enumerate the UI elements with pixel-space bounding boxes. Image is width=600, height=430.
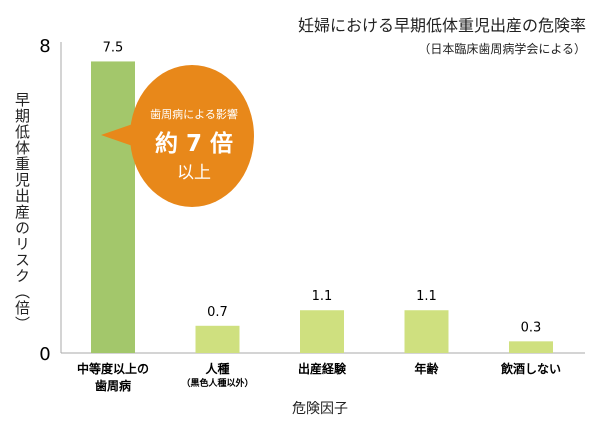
data-label: 7.5 (103, 40, 124, 55)
data-label: 1.1 (312, 289, 333, 304)
chart-title: 妊婦における早期低体重児出産の危険率 (297, 16, 586, 35)
x-tick-label: 飲酒しない (500, 361, 561, 376)
x-tick-label-line2: 歯周病 (95, 378, 131, 393)
bar (91, 61, 135, 353)
x-tick-label: 出産経験 (298, 361, 347, 376)
x-tick-label: 中等度以上の (77, 361, 149, 376)
bar (300, 310, 344, 353)
bar (195, 325, 240, 353)
data-label: 1.1 (416, 289, 437, 304)
callout-line3: 以上 (177, 163, 211, 183)
x-tick-label: 人種 (205, 361, 229, 376)
callout-bubble (130, 65, 254, 207)
y-axis-label: 早期低体重児出産のリスク（倍） (13, 92, 31, 332)
x-tick-label-line2: （黒色人種以外） (181, 377, 253, 389)
chart-subtitle: （日本臨床歯周病学会による） (418, 42, 586, 56)
x-axis-label: 危険因子 (292, 401, 348, 417)
x-tick-label: 年齢 (414, 361, 439, 376)
data-label: 0.7 (207, 305, 228, 320)
bar (509, 341, 553, 353)
y-tick-label: 0 (39, 344, 50, 365)
data-label: 0.3 (521, 320, 542, 335)
callout-line1: 歯周病による影響 (150, 107, 238, 121)
bar (404, 310, 449, 353)
y-tick-label: 8 (39, 36, 50, 57)
callout-line2: 約 7 倍 (155, 130, 233, 157)
